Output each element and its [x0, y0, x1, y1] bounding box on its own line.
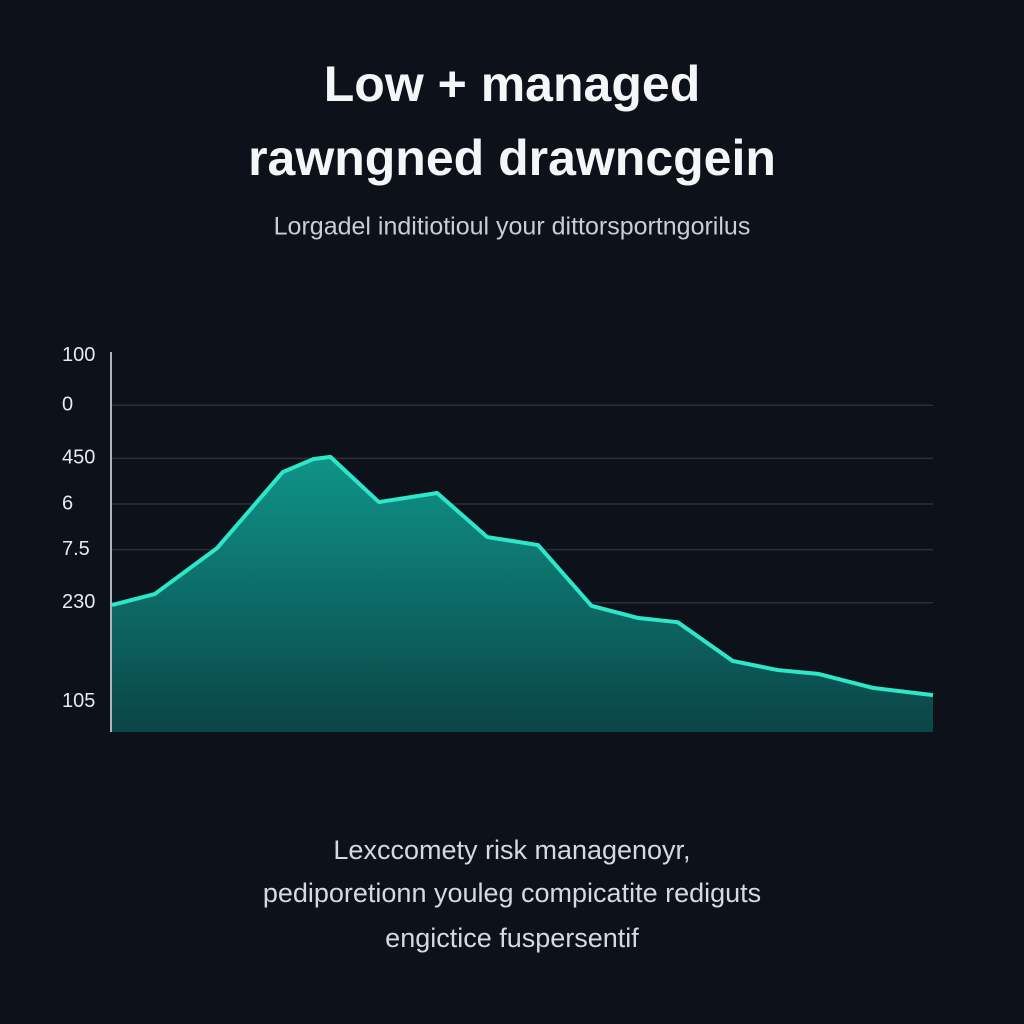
y-tick-label: 7.5	[62, 538, 90, 560]
caption: engictice fuspersentif	[385, 923, 639, 953]
y-tick-label: 105	[62, 690, 95, 712]
y-tick-label: 230	[62, 591, 95, 613]
y-tick-label: 100	[62, 344, 95, 366]
caption: Lexccomety risk managenoyr,	[333, 835, 690, 865]
line	[111, 454, 934, 698]
area	[112, 456, 933, 732]
chart-title: rawngned drawncgein	[248, 130, 776, 186]
y-tick-label: 450	[62, 447, 95, 469]
caption: pediporetionn youleg compicatite redigut…	[263, 878, 761, 908]
chart-title: Low + managed	[324, 56, 700, 112]
y-tick-label: 0	[62, 393, 73, 415]
y-tick-label: 6	[62, 492, 73, 514]
chart-subtitle: Lorgadel inditiotioul your dittorsportng…	[274, 213, 751, 241]
